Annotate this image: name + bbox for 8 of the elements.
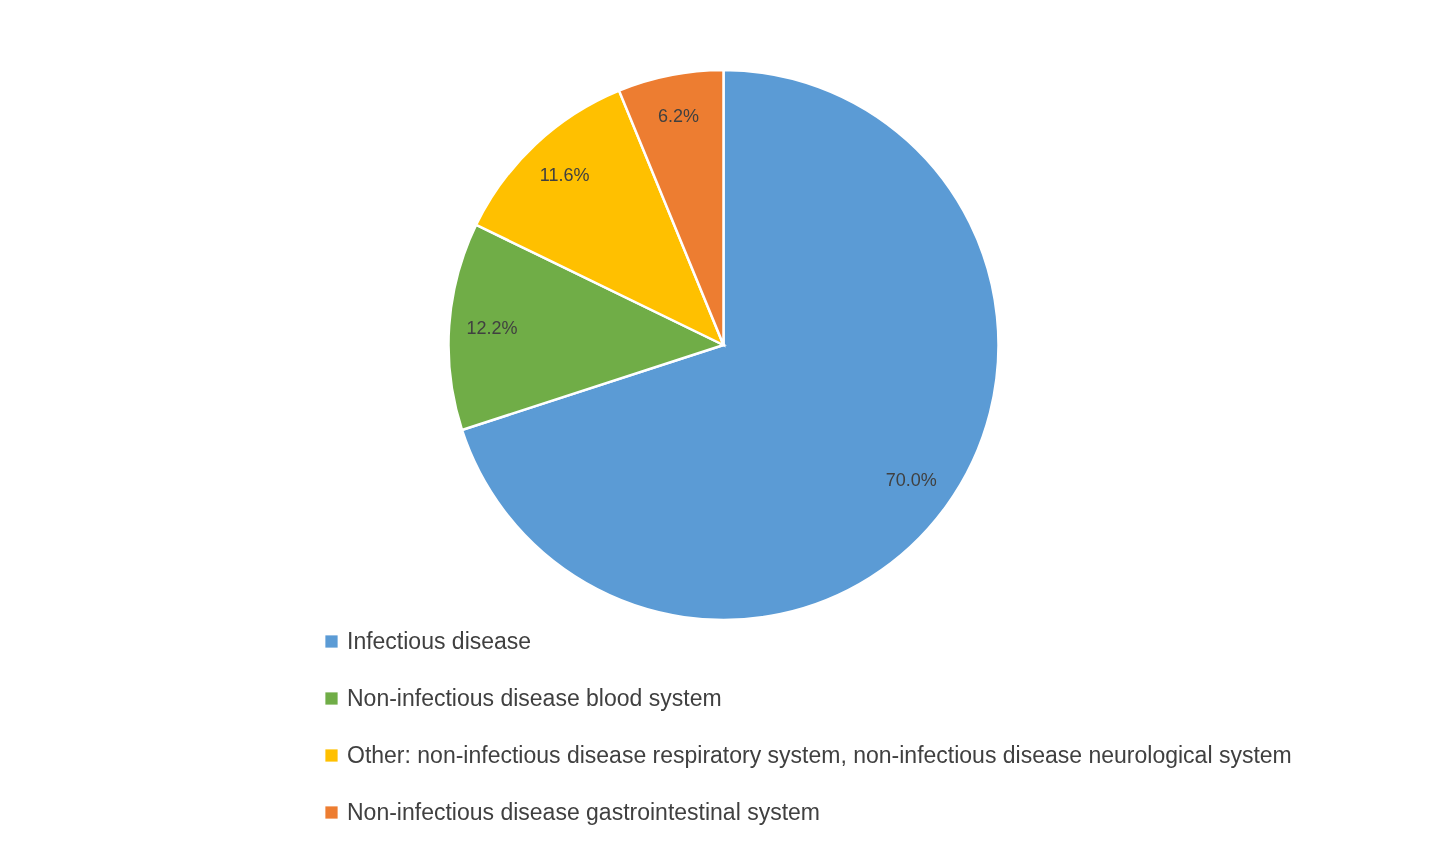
data-label: 11.6% <box>539 164 590 185</box>
legend-label: Non-infectious disease blood system <box>347 684 722 711</box>
data-label: 70.0% <box>885 470 937 491</box>
data-label: 6.2% <box>658 106 700 127</box>
data-label: 12.2% <box>466 317 518 338</box>
legend-label: Other: non-infectious disease respiratory system, non-infectious disease neurological system <box>347 741 1292 768</box>
legend-label: Non-infectious disease gastrointestinal system <box>347 798 821 825</box>
legend-label: Infectious disease <box>347 627 532 654</box>
